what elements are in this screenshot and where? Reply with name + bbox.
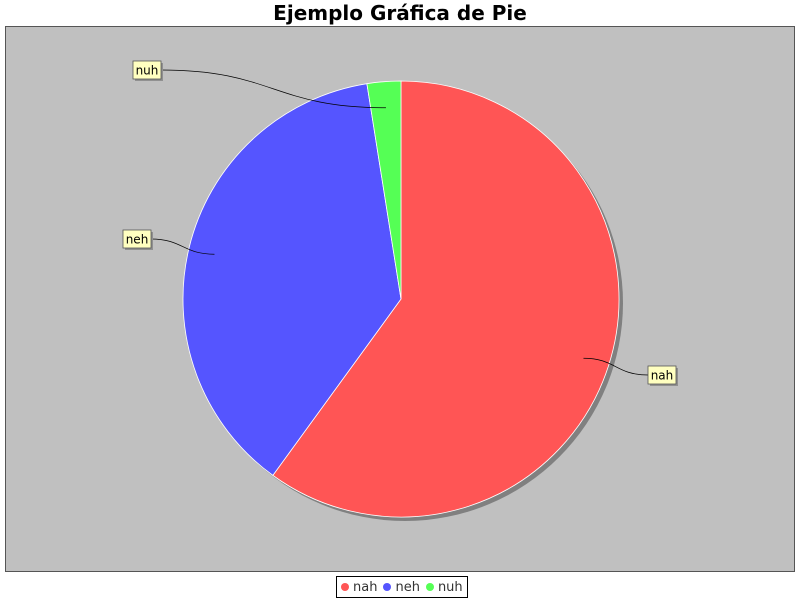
slice-label-nah: nah xyxy=(647,365,678,386)
slice-label-box xyxy=(647,365,677,385)
label-connector-nah xyxy=(583,357,649,376)
pie-slice-neh xyxy=(182,83,402,476)
legend-marker-icon xyxy=(383,583,392,591)
legend-item-nah: nah xyxy=(341,580,377,595)
legend-label: nah xyxy=(353,579,378,595)
slice-label-text: neh xyxy=(126,233,149,247)
pie-chart: nah neh nuh xyxy=(6,27,794,571)
slice-label-nuh: nuh xyxy=(132,60,163,81)
label-connector-nuh xyxy=(160,69,386,109)
slice-label-box xyxy=(132,60,162,80)
plot-area: nah neh nuh xyxy=(5,26,795,572)
slice-labels: nah neh nuh xyxy=(122,60,678,386)
pie-slices xyxy=(182,80,620,518)
legend-label: nuh xyxy=(437,579,463,595)
legend-item-neh: neh xyxy=(383,579,420,595)
legend: nah neh nuh xyxy=(336,576,468,598)
slice-label-text: nah xyxy=(651,369,674,383)
label-connectors xyxy=(150,69,649,376)
label-connector-neh xyxy=(150,238,215,255)
chart-title: Ejemplo Gráfica de Pie xyxy=(273,1,527,25)
slice-label-text: nuh xyxy=(136,64,159,78)
legend-marker-icon xyxy=(341,583,349,591)
slice-label-box xyxy=(122,229,152,249)
pie-slice-nah xyxy=(272,80,620,518)
legend-label: neh xyxy=(395,579,420,595)
legend-marker-icon xyxy=(425,583,434,591)
slice-label-neh: neh xyxy=(122,229,153,250)
pie-slice-nuh xyxy=(366,80,402,300)
legend-item-nuh: nuh xyxy=(425,579,463,595)
